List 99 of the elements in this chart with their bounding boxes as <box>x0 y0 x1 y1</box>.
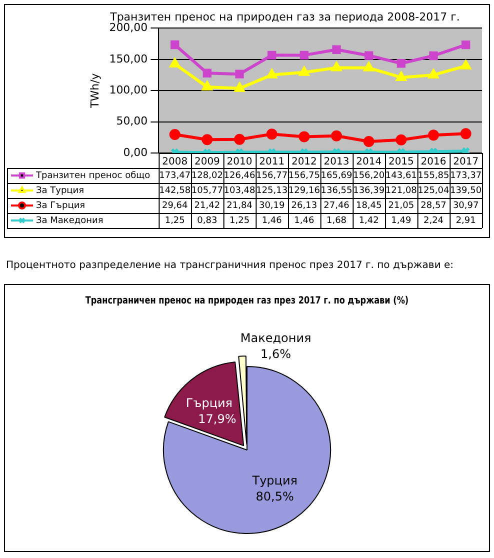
chart-title: Транзитен пренос на природен газ за периода 2008-2017 г. <box>109 10 460 24</box>
data-label: 136,39 <box>353 186 385 196</box>
point <box>202 68 212 78</box>
point <box>460 60 471 70</box>
data-label: 1,25 <box>164 216 185 226</box>
data-label: 142,58 <box>159 186 191 196</box>
point <box>331 130 342 142</box>
point <box>300 50 309 60</box>
point <box>363 136 374 147</box>
data-label: 27,46 <box>324 200 350 211</box>
data-label: 17,9% <box>198 412 236 426</box>
point <box>364 62 374 72</box>
point <box>266 128 278 140</box>
data-label: 80,5% <box>256 490 294 504</box>
data-label: 1,6% <box>260 346 292 361</box>
point <box>235 70 244 78</box>
point <box>460 128 472 140</box>
x-tick-label: 2010 <box>226 156 252 168</box>
y-tick-label: 150,00 <box>109 52 148 66</box>
slice-label: Гърция <box>186 396 232 410</box>
data-label: 21,84 <box>226 200 253 211</box>
point <box>396 134 407 146</box>
point <box>169 129 180 140</box>
data-label: 156,77 <box>256 170 288 181</box>
y-tick-label: 0,00 <box>123 146 148 159</box>
data-label: 1,49 <box>391 216 412 226</box>
point <box>428 69 438 78</box>
y-axis-title: TWh/y <box>88 72 102 109</box>
data-label: 156,20 <box>353 170 385 181</box>
point <box>332 62 342 72</box>
legend-label: За Македония <box>36 216 104 226</box>
slice-label: Турция <box>251 474 298 488</box>
data-label: 30,97 <box>452 200 479 211</box>
data-label: 136,55 <box>320 186 352 196</box>
y-tick-label: 100,00 <box>109 83 148 96</box>
point <box>396 72 406 81</box>
data-label: 156,75 <box>288 170 320 181</box>
data-label: 21,42 <box>194 200 220 211</box>
data-label: 128,02 <box>191 170 223 181</box>
point <box>299 66 310 76</box>
y-tick-label: 50,00 <box>116 114 148 128</box>
data-label: 2,24 <box>423 216 444 226</box>
data-label: 30,19 <box>258 200 286 211</box>
point <box>268 50 276 60</box>
data-label: 139,50 <box>450 186 482 196</box>
data-label: 29,64 <box>162 200 188 211</box>
x-tick-label: 2008 <box>162 156 188 168</box>
point <box>266 69 277 78</box>
point <box>396 59 406 68</box>
data-label: 26,13 <box>291 200 318 211</box>
x-tick-label: 2016 <box>420 156 446 168</box>
legend-label: За Турция <box>36 186 84 196</box>
point <box>429 51 438 60</box>
data-label: 155,85 <box>418 170 450 181</box>
y-tick-label: 200,00 <box>109 21 148 34</box>
legend-label: За Гърция <box>36 200 86 211</box>
data-label: 129,16 <box>288 186 320 196</box>
data-label: 173,37 <box>450 170 482 181</box>
point <box>234 134 246 145</box>
data-label: 28,57 <box>420 200 446 211</box>
data-label: 165,69 <box>320 170 353 181</box>
point <box>170 40 180 50</box>
x-tick-label: 2013 <box>324 156 350 168</box>
slice-label: Македония <box>240 330 312 345</box>
point <box>364 51 374 60</box>
data-label: 125,13 <box>256 186 288 196</box>
chart-title: Трансграничен пренос на природен газ през 2017 г. по държави (%) <box>85 296 409 307</box>
x-tick-label: 2015 <box>388 156 414 168</box>
data-label: 126,46 <box>224 170 256 181</box>
point <box>202 134 213 146</box>
data-label: 121,08 <box>385 186 418 196</box>
point <box>202 82 212 90</box>
data-label: 173,47 <box>159 170 191 181</box>
data-label: 1,46 <box>262 216 282 226</box>
data-label: 105,77 <box>191 186 223 196</box>
data-label: 1,25 <box>229 216 250 226</box>
legend-label: Транзитен пренос общо <box>35 170 151 181</box>
data-label: 1,46 <box>294 216 314 226</box>
data-label: 125,04 <box>418 186 450 196</box>
data-label: 2,91 <box>456 216 476 226</box>
data-label: 21,05 <box>388 200 414 211</box>
data-label: 1,42 <box>358 216 379 226</box>
x-tick-label: 2017 <box>453 156 479 168</box>
data-label: 143,61 <box>385 170 417 181</box>
x-tick-label: 2012 <box>291 156 317 168</box>
point <box>428 130 440 141</box>
point <box>298 131 310 142</box>
point <box>462 40 470 50</box>
x-tick-label: 2009 <box>194 156 220 168</box>
data-label: 1,68 <box>326 216 347 226</box>
x-tick-label: 2014 <box>356 156 382 168</box>
data-label: 18,45 <box>356 200 382 211</box>
data-label: 103,48 <box>224 186 256 196</box>
x-tick-label: 2011 <box>259 156 285 168</box>
point <box>170 58 180 68</box>
point <box>332 45 341 54</box>
point <box>234 82 244 92</box>
data-label: 0,83 <box>197 216 218 226</box>
text: Процентното разпределение на трансграничния пренос през 2017 г. по държави е: <box>6 260 454 271</box>
